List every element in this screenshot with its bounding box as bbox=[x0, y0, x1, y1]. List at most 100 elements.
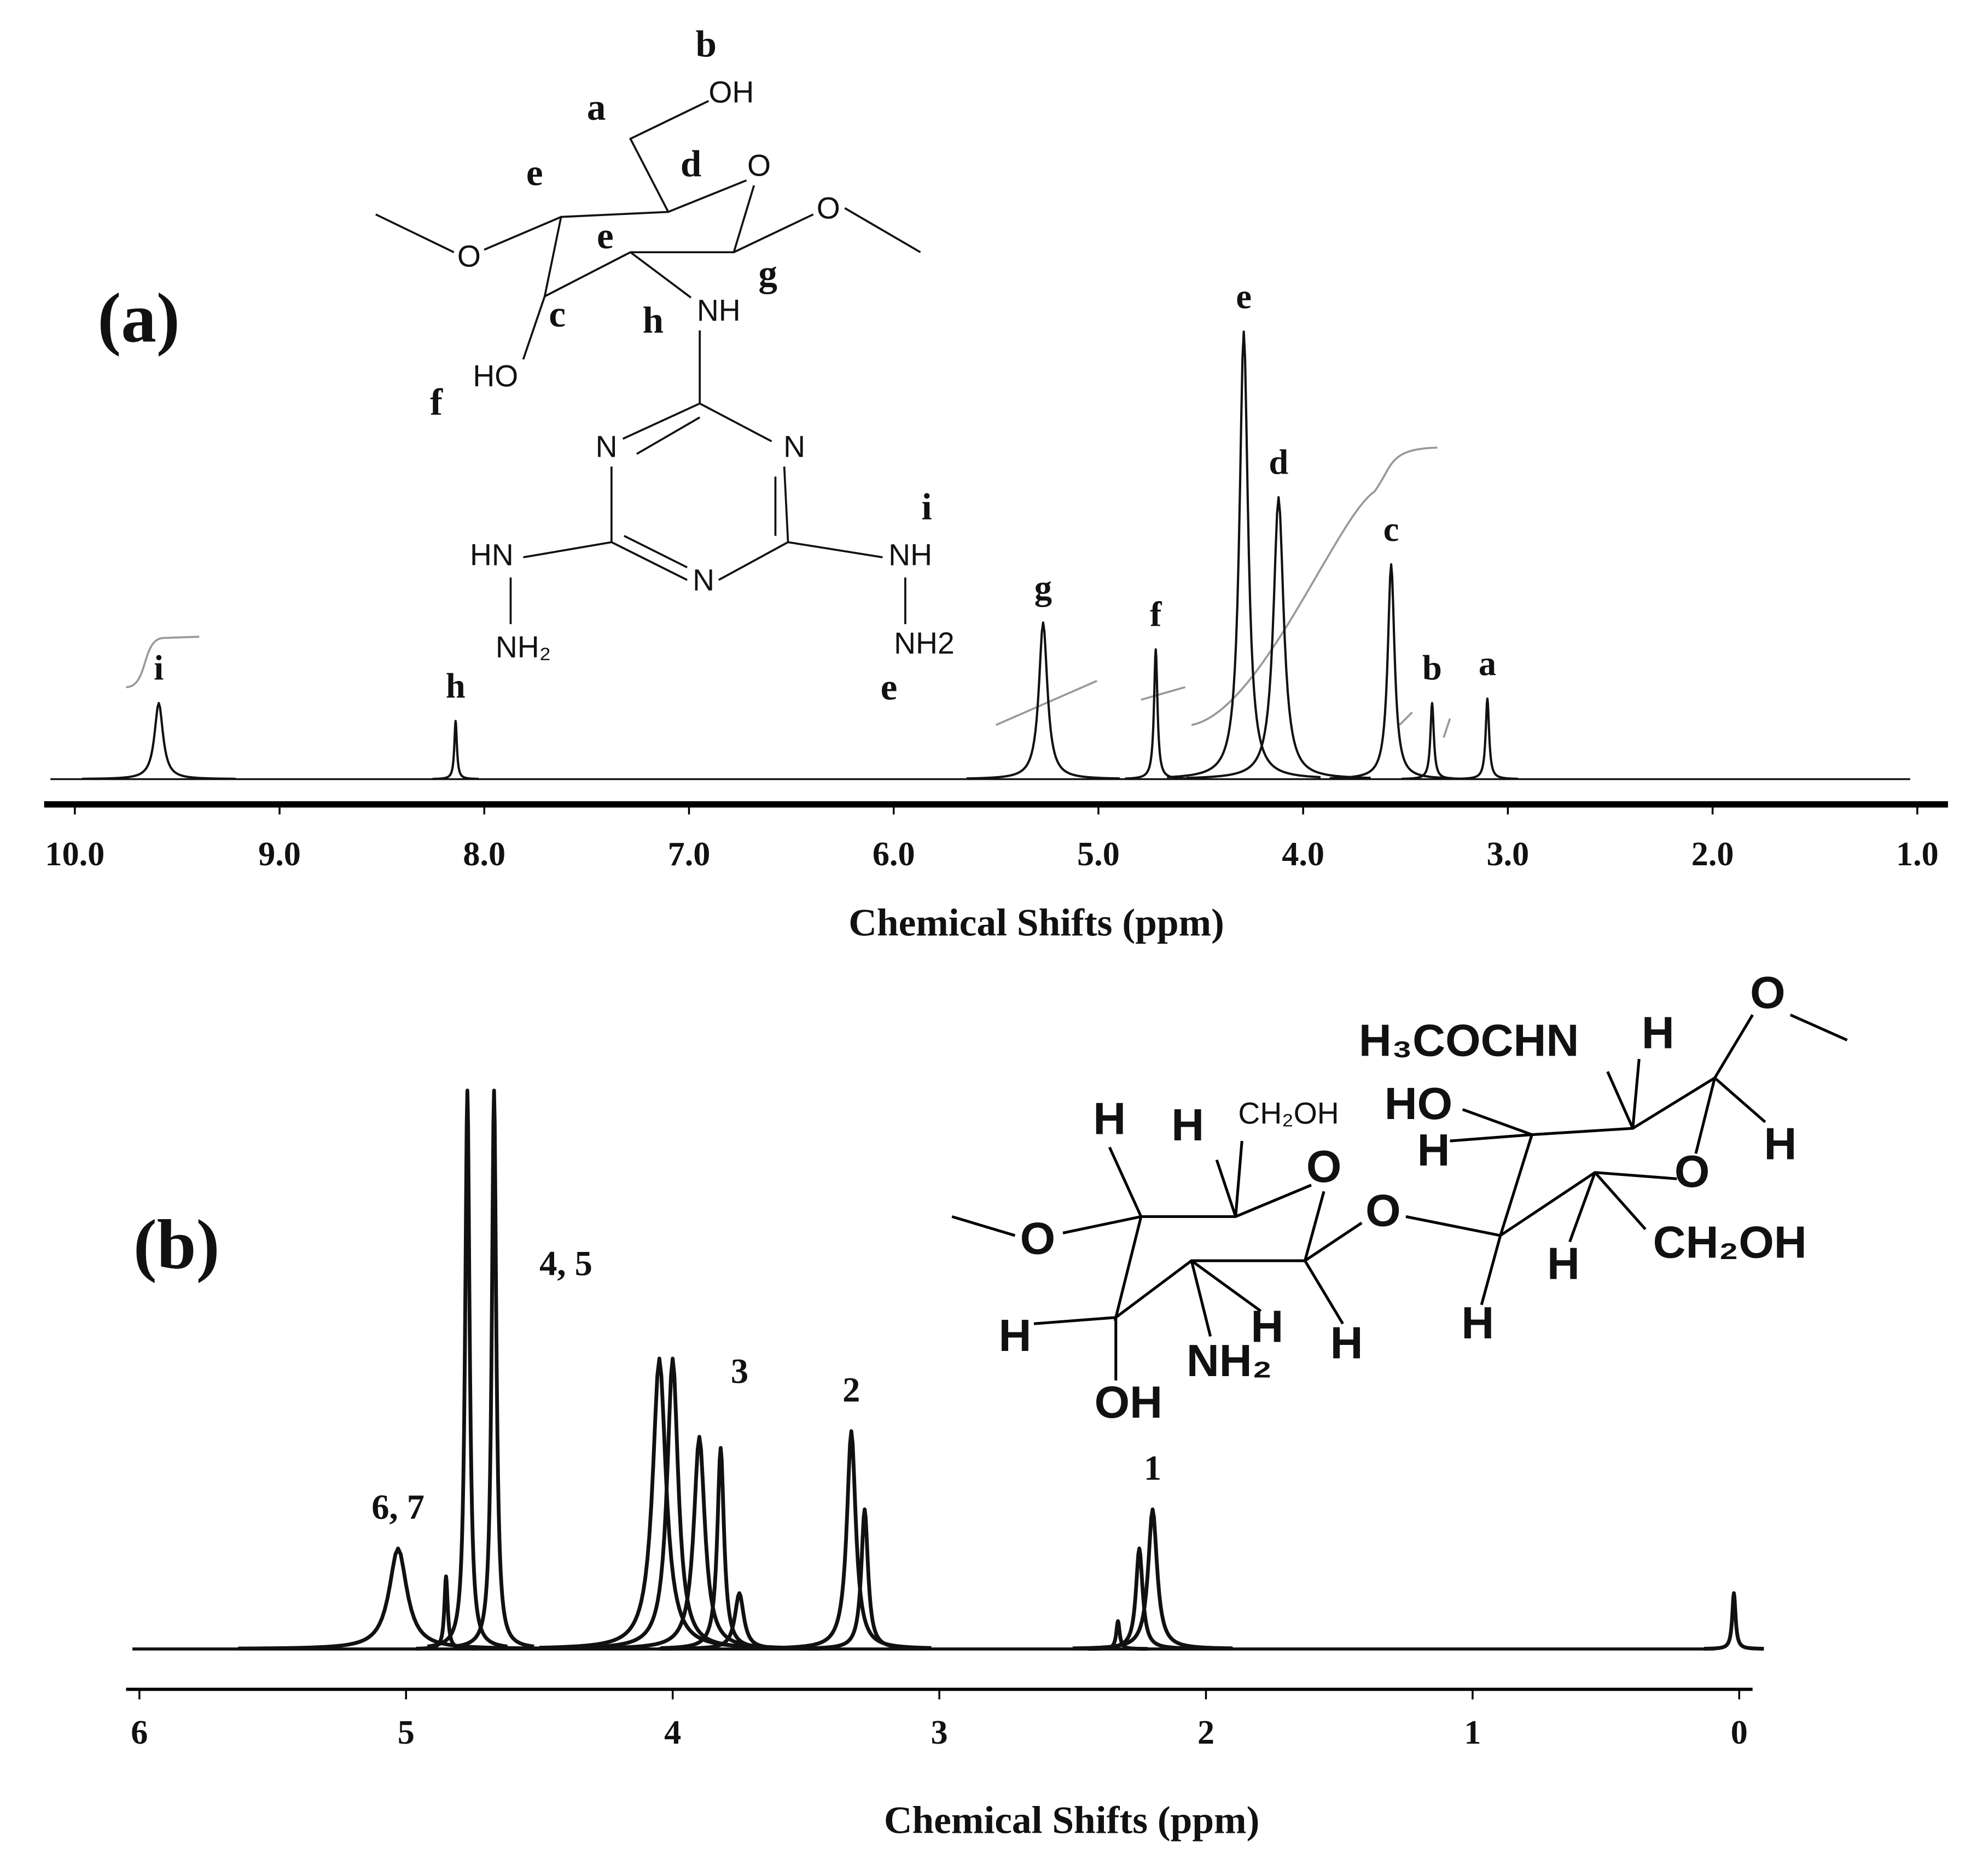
peak bbox=[1400, 702, 1464, 780]
peak bbox=[1167, 330, 1321, 779]
peak bbox=[1329, 563, 1453, 779]
structure-label: H bbox=[1764, 1118, 1796, 1169]
structure-label: N bbox=[596, 429, 618, 463]
peak-label: 4, 5 bbox=[539, 1243, 592, 1283]
panel-label: (a) bbox=[97, 278, 180, 357]
x-axis-title: Chemical Shifts (ppm) bbox=[848, 901, 1224, 945]
structure-label: OH bbox=[1095, 1377, 1162, 1428]
structure-label: H bbox=[998, 1310, 1031, 1361]
peak-label: 1 bbox=[1144, 1448, 1161, 1487]
structure-label: e bbox=[881, 666, 898, 708]
structure-label: O bbox=[457, 239, 481, 273]
x-axis-title: Chemical Shifts (ppm) bbox=[884, 1799, 1260, 1842]
structure-label: a bbox=[587, 86, 606, 128]
structure-label: H bbox=[1171, 1099, 1204, 1150]
peak bbox=[599, 1435, 800, 1650]
x-tick-label: 5.0 bbox=[1077, 836, 1120, 873]
peak-label: c bbox=[1383, 509, 1399, 549]
peak bbox=[1124, 648, 1187, 780]
peak bbox=[432, 720, 480, 780]
structure-label: H bbox=[1547, 1238, 1580, 1289]
x-tick-label: 4.0 bbox=[1282, 836, 1324, 873]
x-tick-label: 1 bbox=[1464, 1714, 1481, 1751]
peak-label: 3 bbox=[731, 1351, 748, 1390]
peak-label: a bbox=[1479, 644, 1496, 683]
structure-label: HO bbox=[473, 359, 518, 393]
x-tick-label: 5 bbox=[398, 1714, 415, 1751]
x-tick-label: 3 bbox=[931, 1714, 948, 1751]
structure-label: N bbox=[693, 563, 714, 597]
structure-label: OH bbox=[708, 75, 754, 109]
structure-label: c bbox=[549, 293, 566, 335]
peak bbox=[82, 702, 236, 780]
structure-bonds bbox=[951, 1013, 1848, 1381]
structure-label: H bbox=[1642, 1007, 1674, 1058]
x-tick-label: 8.0 bbox=[463, 836, 505, 873]
structure-label: NH₂ bbox=[496, 630, 551, 664]
structure-label: CH₂OH bbox=[1653, 1216, 1807, 1267]
structure-label: H bbox=[1251, 1301, 1283, 1352]
x-tick-label: 0 bbox=[1731, 1714, 1748, 1751]
structure-label: h bbox=[643, 299, 664, 341]
structure-label: H bbox=[1093, 1093, 1126, 1144]
panel-label: (b) bbox=[133, 1205, 220, 1284]
structure-label: i bbox=[921, 486, 932, 528]
structure-label: e bbox=[526, 152, 543, 194]
structure-label: e bbox=[597, 214, 614, 257]
structure-label: H₃COCHN bbox=[1359, 1015, 1579, 1066]
peak bbox=[1186, 496, 1371, 779]
structure-label: NH bbox=[697, 293, 741, 327]
peak bbox=[426, 1088, 509, 1648]
peak bbox=[1456, 697, 1519, 780]
x-tick-label: 9.0 bbox=[258, 836, 301, 873]
structure-label: f bbox=[430, 381, 443, 423]
x-tick-label: 10.0 bbox=[45, 836, 104, 873]
peak bbox=[966, 621, 1120, 780]
peak bbox=[1072, 1507, 1234, 1651]
structure-label: O bbox=[747, 148, 771, 182]
structure-label: H bbox=[1417, 1125, 1450, 1175]
peak-label: 6, 7 bbox=[371, 1487, 425, 1527]
x-tick-label: 2.0 bbox=[1691, 836, 1734, 873]
x-tick-label: 6.0 bbox=[873, 836, 915, 873]
peak bbox=[1702, 1591, 1765, 1651]
x-tick-label: 4 bbox=[664, 1714, 681, 1751]
peak bbox=[771, 1429, 932, 1650]
structure-label: N bbox=[783, 429, 805, 463]
peak-label: b bbox=[1422, 648, 1442, 688]
structure-label: O bbox=[1674, 1146, 1710, 1197]
structure-label: O bbox=[1365, 1185, 1401, 1236]
structure-label: HN bbox=[470, 538, 514, 572]
structure-label: CH₂OH bbox=[1238, 1097, 1339, 1131]
structure-label: O bbox=[1750, 967, 1786, 1018]
structure-label: H bbox=[1461, 1297, 1494, 1348]
structure-label: H bbox=[1330, 1318, 1363, 1368]
structure-label: O bbox=[1020, 1213, 1056, 1263]
peak bbox=[452, 1088, 536, 1648]
x-tick-label: 6 bbox=[131, 1714, 148, 1751]
structure-label: g bbox=[758, 252, 777, 294]
peak bbox=[804, 1507, 926, 1651]
peak-label: d bbox=[1269, 442, 1288, 481]
integration-curve bbox=[126, 446, 1451, 738]
x-tick-label: 7.0 bbox=[668, 836, 711, 873]
structure-label: O bbox=[1306, 1141, 1342, 1192]
structure-label: NH bbox=[888, 538, 932, 572]
peak bbox=[415, 1574, 478, 1651]
structure-label: HO bbox=[1385, 1078, 1452, 1129]
x-tick-label: 2 bbox=[1197, 1714, 1214, 1751]
structure-label: O bbox=[817, 191, 840, 225]
peak-label: h bbox=[446, 666, 466, 705]
peak-label: g bbox=[1034, 567, 1052, 607]
peak-label: i bbox=[154, 648, 164, 688]
structure-label: b bbox=[695, 23, 716, 65]
structure-bonds bbox=[375, 100, 921, 625]
x-tick-label: 3.0 bbox=[1487, 836, 1530, 873]
structure-label: NH2 bbox=[894, 626, 955, 660]
structure-label: NH₂ bbox=[1187, 1335, 1272, 1386]
structure-label: d bbox=[681, 143, 701, 185]
peak-label: 2 bbox=[842, 1370, 860, 1409]
peak-label: f bbox=[1150, 594, 1162, 633]
